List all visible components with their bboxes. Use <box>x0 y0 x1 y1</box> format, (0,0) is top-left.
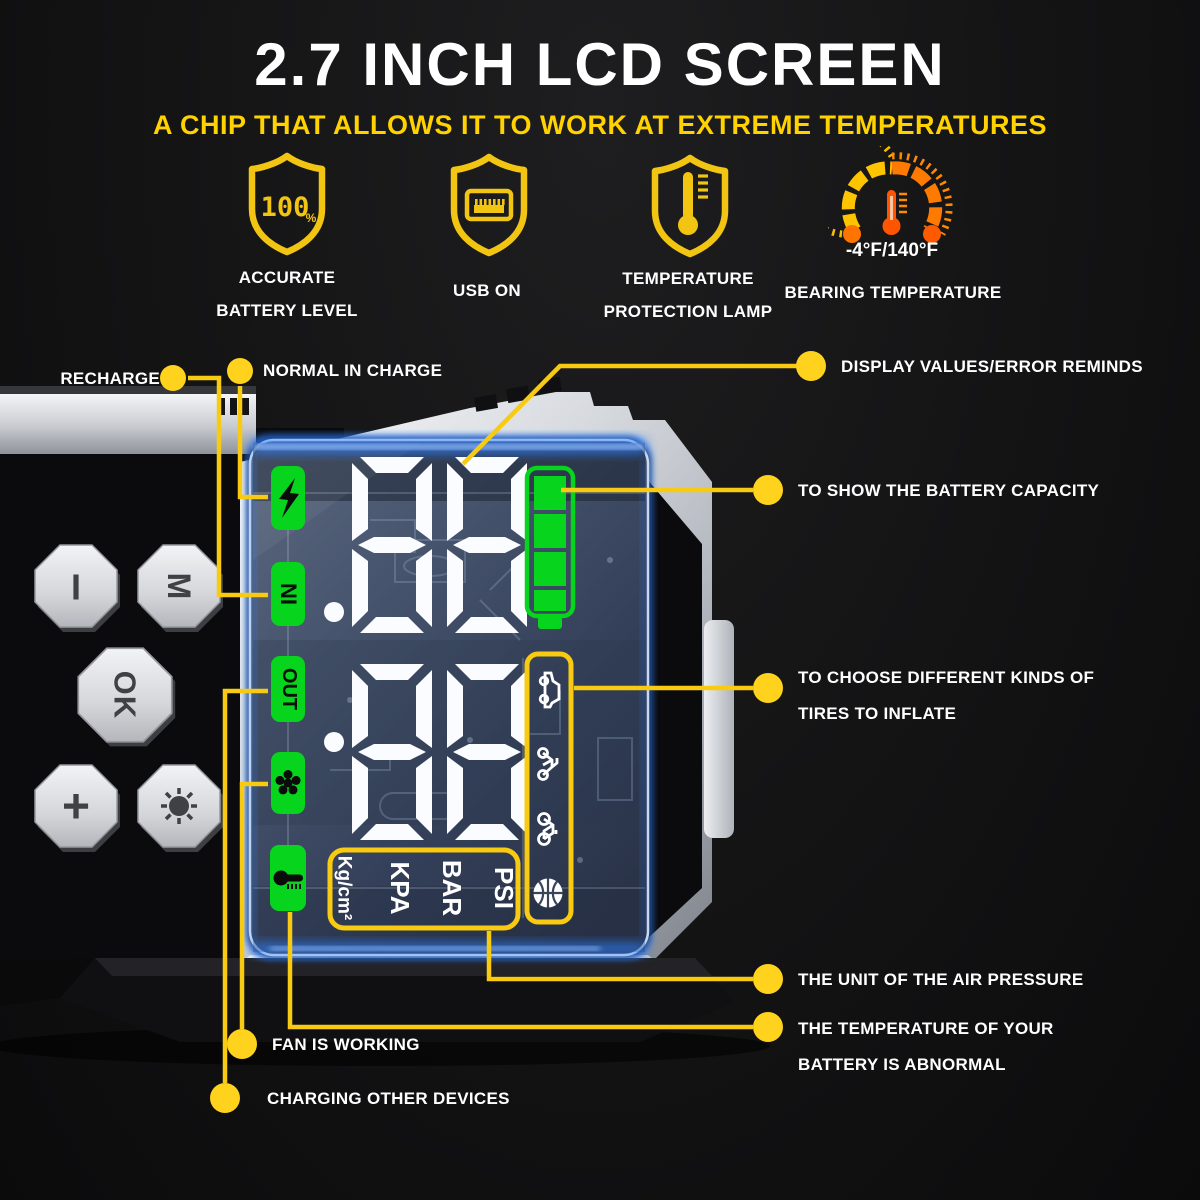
battery-100-value: 100 <box>261 192 310 223</box>
page-title: 2.7 INCH LCD SCREEN <box>254 31 946 98</box>
unit-highlight-box <box>327 847 521 931</box>
battery-percent: % <box>306 211 317 225</box>
unit-kpa: KPA <box>385 862 415 915</box>
line-unit <box>486 931 753 982</box>
button-plus: + <box>34 764 120 852</box>
unit-psi: PSI <box>489 867 519 909</box>
callout-charging: CHARGING OTHER DEVICES <box>267 1089 510 1108</box>
line-display-values <box>461 363 797 466</box>
base-stand-top <box>95 958 712 976</box>
button-power: I <box>34 544 120 632</box>
temperature-gauge-icon <box>828 146 953 243</box>
gauge-range-text: -4°F/140°F <box>845 240 939 261</box>
callout-fan: FAN IS WORKING <box>272 1035 420 1054</box>
basketball-icon <box>533 878 563 908</box>
tire-mode-highlight-box <box>524 651 574 925</box>
shield-battery-100-icon: 100 % <box>248 152 326 256</box>
car-icon <box>538 671 561 709</box>
svg-text:I: I <box>71 567 81 608</box>
battery-temp-thermometer-icon <box>273 870 303 889</box>
lightning-icon <box>279 478 299 518</box>
fan-icon <box>275 770 301 795</box>
callout-dots <box>160 351 826 1113</box>
unit-kgcm2: Kg/cm² <box>334 856 355 920</box>
battery-capacity-indicator <box>524 465 576 629</box>
motorcycle-icon <box>537 747 559 781</box>
lcd-glow <box>249 440 648 954</box>
svg-text:M: M <box>161 573 197 600</box>
line-charging <box>222 688 268 1083</box>
line-battery-temp <box>287 912 753 1030</box>
callout-battery-capacity: TO SHOW THE BATTERY CAPACITY <box>798 481 1100 500</box>
decimal-dot-2 <box>324 732 344 752</box>
out-indicator-label: OUT <box>278 668 300 710</box>
callout-recharge: RECHARGE <box>60 369 160 388</box>
feature-caption-gauge: BEARING TEMPERATURE <box>784 283 1002 302</box>
base-foot-left <box>0 958 95 1006</box>
device-buttons: I M OK + <box>34 544 223 852</box>
feature-caption-usb: USB ON <box>453 281 521 300</box>
feature-caption-temp: TEMPERATURE PROTECTION LAMP <box>603 269 773 321</box>
page-subtitle: A CHIP THAT ALLOWS IT TO WORK AT EXTREME… <box>153 110 1047 140</box>
line-normal-in-charge <box>237 386 268 500</box>
unit-bar: BAR <box>437 860 467 917</box>
light-sun-icon <box>161 788 197 824</box>
line-fan <box>239 781 268 1029</box>
rail-vents <box>218 398 249 415</box>
callout-unit: THE UNIT OF THE AIR PRESSURE <box>798 970 1084 989</box>
tire-mode-column <box>524 651 574 925</box>
callout-lines <box>188 363 797 1083</box>
shield-thermometer-icon <box>651 154 729 258</box>
device-top-rail <box>0 394 256 454</box>
callout-display-values: DISPLAY VALUES/ERROR REMINDS <box>841 357 1143 376</box>
button-ok: OK <box>77 647 176 747</box>
frame-inner-gap <box>646 478 702 940</box>
lcd-digits <box>324 457 527 840</box>
svg-text:+: + <box>62 781 90 834</box>
shield-usb-icon <box>450 153 528 257</box>
in-indicator-label: IN <box>277 583 302 605</box>
callout-tires: TO CHOOSE DIFFERENT KINDS OF TIRES TO INF… <box>798 668 1095 723</box>
callout-battery-temp: THE TEMPERATURE OF YOUR BATTERY IS ABNORM… <box>798 1019 1054 1074</box>
decimal-dot-1 <box>324 602 344 622</box>
bicycle-icon <box>537 812 558 846</box>
callout-normal-in-charge: NORMAL IN CHARGE <box>263 361 443 380</box>
lcd-status-icons: IN OUT <box>270 466 306 911</box>
button-mode: M <box>137 544 223 632</box>
out-indicator <box>271 656 305 722</box>
feature-caption-battery: ACCURATE BATTERY LEVEL <box>216 268 358 320</box>
svg-text:OK: OK <box>108 671 143 719</box>
line-recharge <box>188 375 268 598</box>
button-light <box>137 764 223 852</box>
unit-row: Kg/cm² KPA BAR PSI <box>327 847 521 931</box>
in-indicator <box>271 562 305 626</box>
side-tab <box>704 620 734 838</box>
